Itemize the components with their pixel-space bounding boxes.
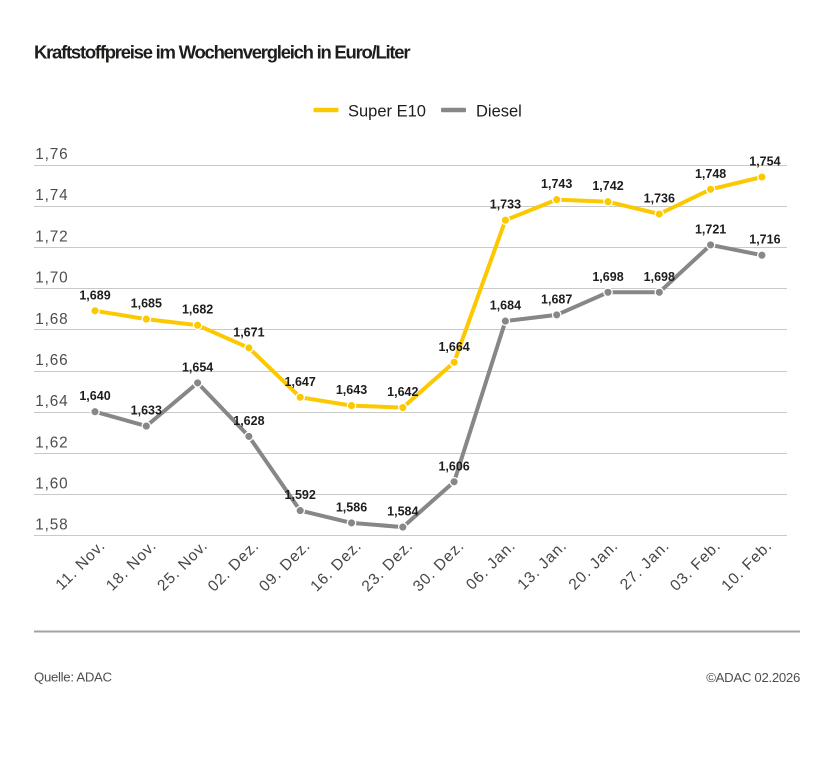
svg-text:1,66: 1,66 [35, 352, 68, 369]
svg-text:1,643: 1,643 [336, 383, 367, 397]
svg-text:1,689: 1,689 [79, 288, 110, 302]
svg-text:1,721: 1,721 [695, 222, 726, 236]
svg-text:1,584: 1,584 [387, 505, 418, 519]
svg-text:1,748: 1,748 [695, 167, 726, 181]
svg-text:©ADAC 02.2026: ©ADAC 02.2026 [706, 670, 800, 685]
svg-text:Quelle: ADAC: Quelle: ADAC [34, 670, 113, 685]
svg-text:1,72: 1,72 [35, 228, 68, 245]
svg-text:1,716: 1,716 [749, 233, 780, 247]
svg-text:1,592: 1,592 [285, 488, 316, 502]
svg-text:Kraftstoffpreise im Wochenverg: Kraftstoffpreise im Wochenvergleich in E… [34, 41, 410, 62]
svg-text:1,687: 1,687 [541, 292, 572, 306]
svg-text:1,586: 1,586 [336, 500, 367, 514]
svg-text:1,698: 1,698 [644, 270, 675, 284]
svg-text:Diesel: Diesel [476, 103, 522, 121]
svg-text:1,76: 1,76 [35, 146, 68, 163]
svg-text:1,736: 1,736 [644, 192, 675, 206]
svg-text:1,628: 1,628 [233, 414, 264, 428]
svg-text:1,62: 1,62 [35, 434, 68, 451]
svg-text:1,647: 1,647 [285, 375, 316, 389]
svg-text:1,733: 1,733 [490, 198, 521, 212]
svg-text:1,742: 1,742 [592, 179, 623, 193]
svg-text:1,685: 1,685 [131, 297, 162, 311]
svg-text:1,640: 1,640 [79, 389, 110, 403]
svg-text:1,671: 1,671 [233, 325, 264, 339]
svg-text:1,654: 1,654 [182, 360, 213, 374]
svg-text:1,74: 1,74 [35, 187, 68, 204]
svg-text:1,664: 1,664 [438, 340, 469, 354]
svg-text:1,64: 1,64 [35, 393, 68, 410]
svg-text:1,70: 1,70 [35, 270, 68, 287]
svg-text:1,58: 1,58 [35, 517, 68, 534]
svg-text:1,68: 1,68 [35, 311, 68, 328]
svg-text:1,682: 1,682 [182, 303, 213, 317]
svg-text:1,743: 1,743 [541, 177, 572, 191]
svg-text:1,754: 1,754 [749, 155, 780, 169]
svg-text:1,698: 1,698 [592, 270, 623, 284]
svg-text:1,633: 1,633 [131, 404, 162, 418]
svg-text:1,684: 1,684 [490, 299, 521, 313]
svg-text:Super E10: Super E10 [348, 103, 426, 121]
svg-text:1,60: 1,60 [35, 476, 68, 493]
svg-text:1,606: 1,606 [438, 459, 469, 473]
svg-text:1,642: 1,642 [387, 385, 418, 399]
